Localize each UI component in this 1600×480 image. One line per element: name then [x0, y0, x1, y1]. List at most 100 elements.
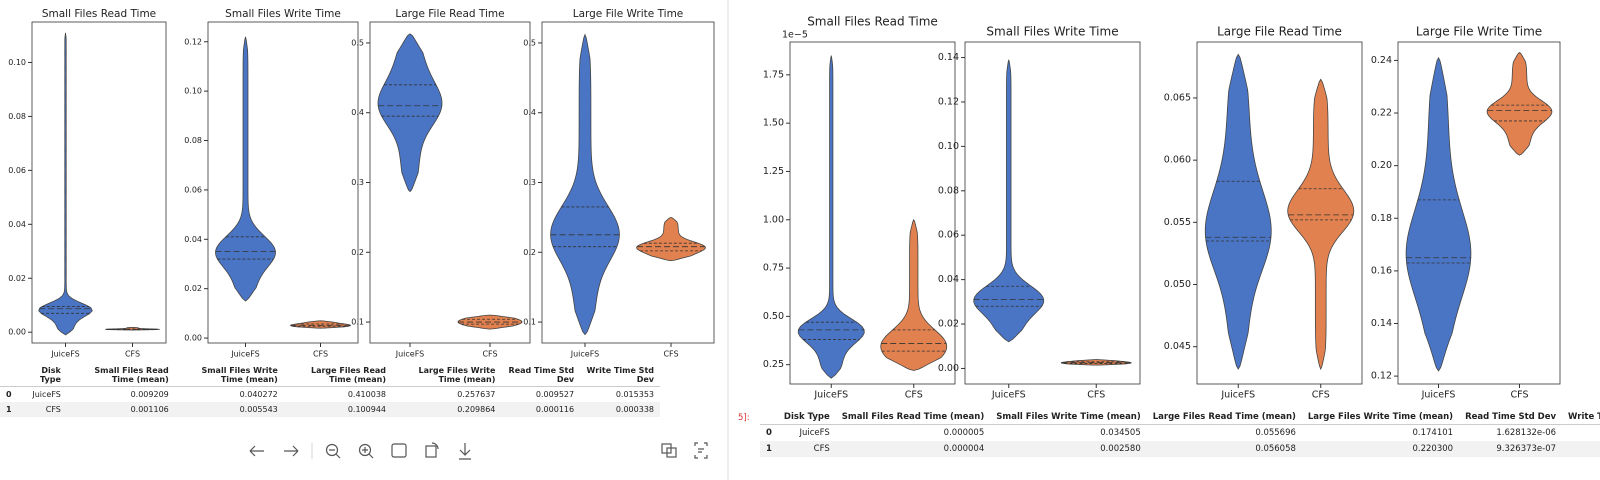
header-row: Disk Type Small Files Read Time (mean) Sma… — [0, 364, 660, 387]
plot-frame — [789, 41, 956, 385]
violin — [1204, 53, 1272, 370]
y-tick-label: 0.04 — [938, 274, 959, 285]
y-tick-label: 0.5 — [351, 38, 364, 47]
y-tick-label: 0.5 — [523, 38, 536, 47]
violin — [550, 33, 620, 336]
back-button[interactable] — [249, 445, 264, 457]
download-button[interactable] — [459, 443, 471, 460]
table-cell: CFS — [777, 441, 836, 457]
violin — [290, 320, 351, 329]
chart-title: Large File Write Time — [573, 8, 684, 20]
x-tick-label: CFS — [1087, 390, 1105, 401]
ocr-button[interactable] — [694, 442, 708, 459]
column-header: Small Files Write Time (mean) — [174, 364, 284, 387]
column-header: Write Time Std Dev — [1562, 410, 1600, 425]
plot-frame — [31, 21, 167, 344]
table-cell: 0.220300 — [1301, 441, 1460, 457]
x-tick-label: CFS — [1312, 390, 1330, 401]
forward-button[interactable] — [284, 445, 299, 457]
y-offset-label: 1e−5 — [782, 30, 808, 41]
rotate-button[interactable] — [425, 442, 439, 458]
table-cell: 0.000270 — [1562, 441, 1600, 457]
y-tick-label: 0.2 — [523, 248, 536, 257]
y-tick-label: 0.04 — [8, 220, 26, 229]
column-header: Small Files Read Time (mean) — [66, 364, 175, 387]
violin — [377, 33, 443, 193]
table-cell: 0.000004 — [835, 441, 991, 457]
x-tick-label: JuiceFS — [570, 350, 600, 359]
x-tick-label: JuiceFS — [230, 350, 260, 359]
table-cell: 0.055696 — [1255, 428, 1296, 438]
y-tick-label: 0.14 — [938, 52, 959, 63]
y-tick-label: 0.06 — [938, 230, 959, 241]
column-header: Disk Type — [777, 410, 836, 425]
data-table: Disk Type Small Files Read Time (mean) Sma… — [0, 364, 660, 417]
table-cell: 0.040272 — [239, 390, 278, 399]
y-tick-label: 0.06 — [8, 166, 26, 175]
table-cell: 9.326373e-07 — [1459, 441, 1563, 457]
y-tick-label: 0.00 — [938, 363, 959, 374]
y-tick-label: 0.06 — [184, 185, 202, 194]
y-tick-label: 0.02 — [8, 274, 26, 283]
column-header: Large Files Read Time (mean) — [283, 364, 392, 387]
y-tick-label: 0.24 — [1371, 55, 1392, 66]
table-cell: 0.009209 — [130, 390, 169, 399]
y-tick-label: 0.10 — [184, 87, 202, 96]
toolbar — [249, 442, 708, 460]
y-tick-label: 0.02 — [184, 284, 202, 293]
y-tick-label: 0.12 — [938, 96, 959, 107]
violin — [1287, 78, 1355, 371]
y-tick-label: 0.04 — [184, 235, 202, 244]
violin — [880, 218, 948, 371]
table-cell: 0.002580 — [990, 441, 1147, 457]
y-tick-label: 0.1 — [523, 318, 536, 327]
chart-title: Large File Read Time — [395, 8, 504, 20]
zoom-in-button[interactable] — [358, 443, 374, 459]
plot-frame — [1397, 41, 1561, 385]
plot-frame — [1196, 41, 1363, 385]
table-cell: CFS — [17, 402, 67, 417]
x-tick-label: CFS — [1511, 390, 1529, 401]
plot-frame — [207, 21, 359, 344]
x-tick-label: JuiceFS — [1421, 390, 1456, 401]
row-index: 0 — [6, 390, 12, 399]
plot-frame — [541, 21, 715, 344]
chart-title: Small Files Write Time — [986, 25, 1118, 39]
y-tick-label: 0.3 — [523, 178, 536, 187]
y-tick-label: 1.00 — [763, 214, 784, 225]
y-tick-label: 0.10 — [938, 141, 959, 152]
chart-title: Large File Read Time — [1217, 25, 1342, 39]
table-cell: 0.005543 — [174, 402, 284, 417]
translate-button[interactable] — [661, 443, 677, 458]
violin — [38, 32, 93, 336]
table-cell: 0.174101 — [1412, 428, 1454, 438]
table-cell: 0.257637 — [457, 390, 496, 399]
table-row: 0 JuiceFS 0.009209 0.040272 0.410038 0.257637… — [0, 387, 660, 403]
chart-title: Small Files Read Time — [807, 15, 938, 29]
table-cell: 0.000116 — [501, 402, 581, 417]
y-tick-label: 1.50 — [763, 118, 784, 129]
chart-title: Small Files Write Time — [225, 8, 341, 20]
y-tick-label: 0.00 — [184, 334, 202, 343]
violin — [973, 59, 1045, 343]
table-cell: 0.209864 — [392, 402, 502, 417]
y-tick-label: 0.50 — [763, 311, 784, 322]
table-cell: 0.000005 — [943, 428, 985, 438]
row-index: 1 — [0, 402, 18, 417]
y-tick-label: 0.060 — [1164, 155, 1191, 166]
y-tick-label: 0.4 — [523, 108, 536, 117]
chart-title: Large File Write Time — [1416, 25, 1542, 39]
actual-size-button[interactable] — [391, 443, 407, 458]
y-tick-label: 0.08 — [938, 185, 959, 196]
y-tick-label: 0.050 — [1164, 279, 1191, 290]
table-cell: 1.628132e-06 — [1496, 428, 1557, 438]
y-tick-label: 0.055 — [1164, 217, 1191, 228]
violin — [1405, 56, 1472, 372]
table-row: 0 JuiceFS 0.000005 0.034505 0.055696 0.174101… — [760, 425, 1600, 442]
y-tick-label: 0.4 — [351, 108, 364, 117]
column-header: Read Time Std Dev — [1459, 410, 1563, 425]
column-header: Small Files Write Time (mean) — [990, 410, 1147, 425]
x-tick-label: JuiceFS — [1220, 390, 1255, 401]
zoom-out-button[interactable] — [325, 443, 341, 459]
